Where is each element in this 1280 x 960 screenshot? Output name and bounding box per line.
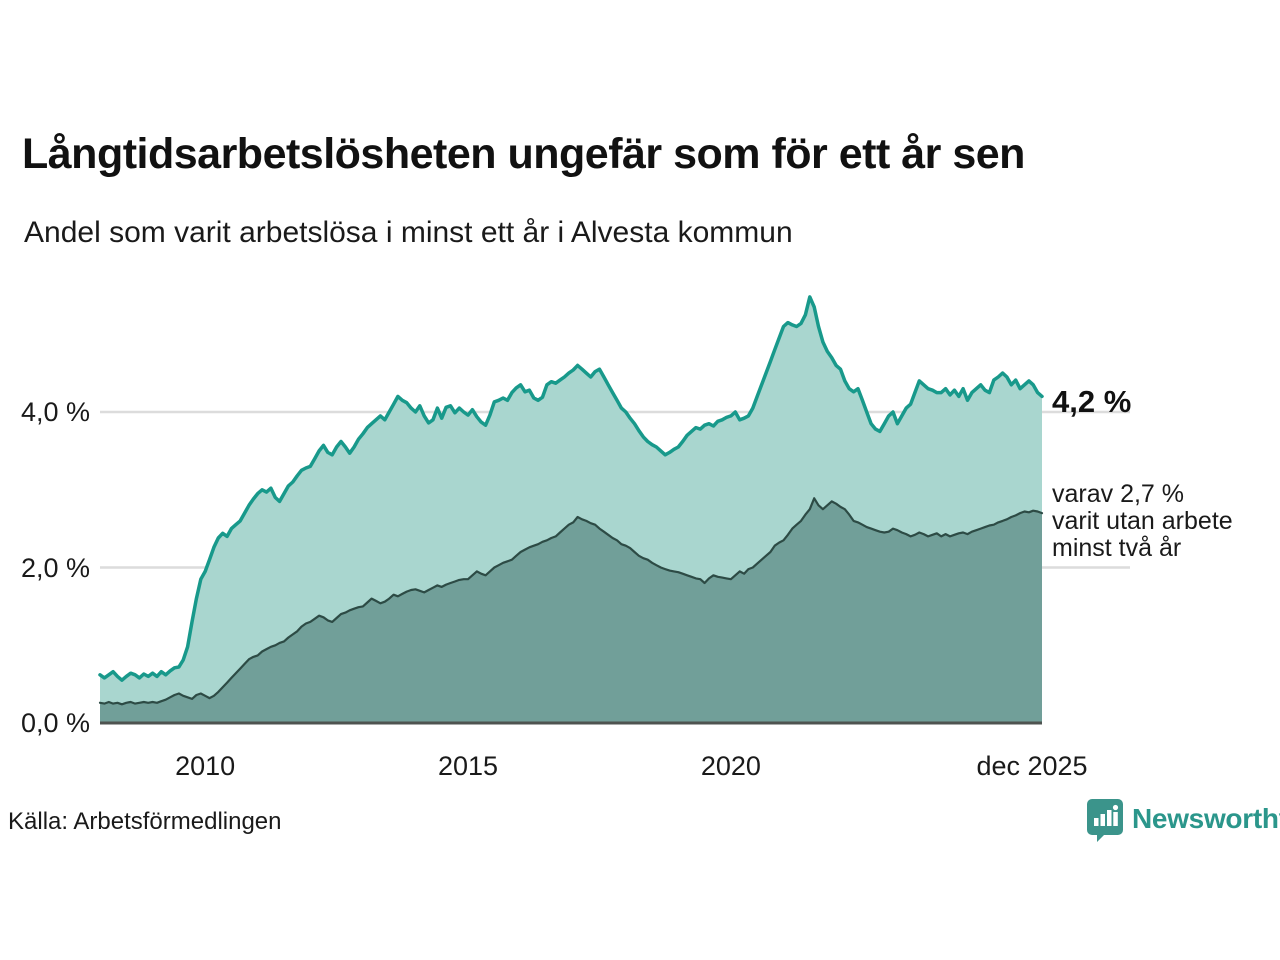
y-tick-label: 2,0 % xyxy=(20,552,90,583)
source-attribution: Källa: Arbetsförmedlingen xyxy=(8,808,282,835)
x-tick-label: dec 2025 xyxy=(976,751,1088,781)
x-tick-label: 2015 xyxy=(437,751,499,781)
x-tick-label: 2010 xyxy=(175,751,236,781)
chart-subtitle: Andel som varit arbetslösa i minst ett å… xyxy=(24,216,793,249)
series-end-label-total: 4,2 % xyxy=(1052,384,1132,419)
chart-title: Långtidsarbetslösheten ungefär som för e… xyxy=(22,130,1025,178)
series-line-total xyxy=(98,295,1044,682)
y-tick-label: 4,0 % xyxy=(20,397,90,427)
series-line-subset xyxy=(98,497,1044,706)
x-tick-label: 2020 xyxy=(700,751,761,781)
newsworthy-icon xyxy=(1087,799,1123,842)
brand-name: Newsworthy xyxy=(1132,803,1280,834)
subset-label-line2: varit utan arbete xyxy=(1052,507,1233,535)
subset-label-line3: minst två år xyxy=(1052,534,1182,562)
series-end-label-subset: varav 2,7 % varit utan arbete minst två … xyxy=(1052,481,1233,562)
subset-label-line1: varav 2,7 % xyxy=(1052,480,1185,508)
series-area-subset xyxy=(100,498,1042,723)
brand-logo[interactable]: Newsworthy xyxy=(1086,798,1280,842)
y-tick-label: 0,0 % xyxy=(20,708,90,738)
